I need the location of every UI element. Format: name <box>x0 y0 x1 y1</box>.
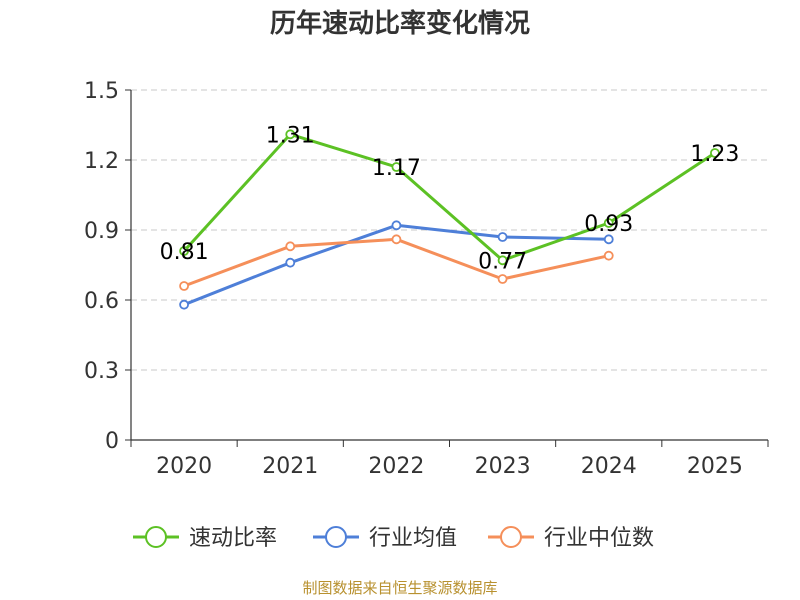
legend-item-1[interactable]: 行业均值 <box>313 526 457 551</box>
x-tick-label: 2025 <box>687 454 743 479</box>
data-labels: 0.81 1.31 1.17 0.77 0.93 1.23 <box>160 123 740 274</box>
y-tick-label: 0.9 <box>84 219 119 244</box>
legend-swatch-marker <box>325 526 347 548</box>
legend-swatch-marker <box>500 526 522 548</box>
axes: 0 0.3 0.6 0.9 1.2 1.5 2020 2021 2022 2023 2024 2025 <box>84 79 769 479</box>
data-label: 0.93 <box>584 212 633 237</box>
series-line-0 <box>182 132 716 262</box>
legend-item-2[interactable]: 行业中位数 <box>488 526 654 551</box>
source-note: 制图数据来自恒生聚源数据库 <box>302 579 498 597</box>
x-tick-label: 2024 <box>581 454 637 479</box>
data-point[interactable] <box>391 162 402 172</box>
data-point[interactable] <box>179 281 189 291</box>
series-lines <box>179 129 720 310</box>
data-label: 1.31 <box>266 123 315 148</box>
data-label: 1.17 <box>372 156 421 181</box>
gridlines <box>131 89 768 371</box>
x-tick-label: 2022 <box>368 454 424 479</box>
y-tick-label: 0.6 <box>84 289 119 314</box>
data-point[interactable] <box>391 234 402 245</box>
data-point[interactable] <box>603 218 614 228</box>
y-tick-label: 1.5 <box>84 79 119 104</box>
y-tick-label: 0 <box>105 429 119 454</box>
data-label: 1.23 <box>690 142 739 167</box>
data-label: 0.81 <box>160 240 209 265</box>
legend-label: 行业中位数 <box>544 526 654 551</box>
y-tick-label: 1.2 <box>84 149 119 174</box>
data-point[interactable] <box>285 257 296 268</box>
chart-title: 历年速动比率变化情况 <box>269 9 530 39</box>
data-point[interactable] <box>497 274 508 284</box>
data-point[interactable] <box>391 220 402 231</box>
data-point[interactable] <box>710 148 720 158</box>
data-point[interactable] <box>603 250 614 261</box>
legend-label: 速动比率 <box>189 526 277 551</box>
x-tick-label: 2021 <box>262 454 318 479</box>
y-tick-label: 0.3 <box>84 359 119 384</box>
legend-swatch-marker <box>145 526 167 548</box>
x-tick-label: 2023 <box>475 454 531 479</box>
data-label: 0.77 <box>478 249 527 274</box>
data-point[interactable] <box>285 241 296 252</box>
data-point[interactable] <box>179 246 189 256</box>
data-point[interactable] <box>497 232 508 242</box>
data-point[interactable] <box>603 234 614 245</box>
legend-item-0[interactable]: 速动比率 <box>133 526 277 551</box>
legend-label: 行业均值 <box>369 526 457 551</box>
legend[interactable]: 速动比率 行业均值 行业中位数 <box>133 526 654 551</box>
data-point[interactable] <box>179 299 189 310</box>
x-tick-label: 2020 <box>156 454 212 479</box>
data-point[interactable] <box>497 255 508 266</box>
data-point[interactable] <box>285 129 296 140</box>
